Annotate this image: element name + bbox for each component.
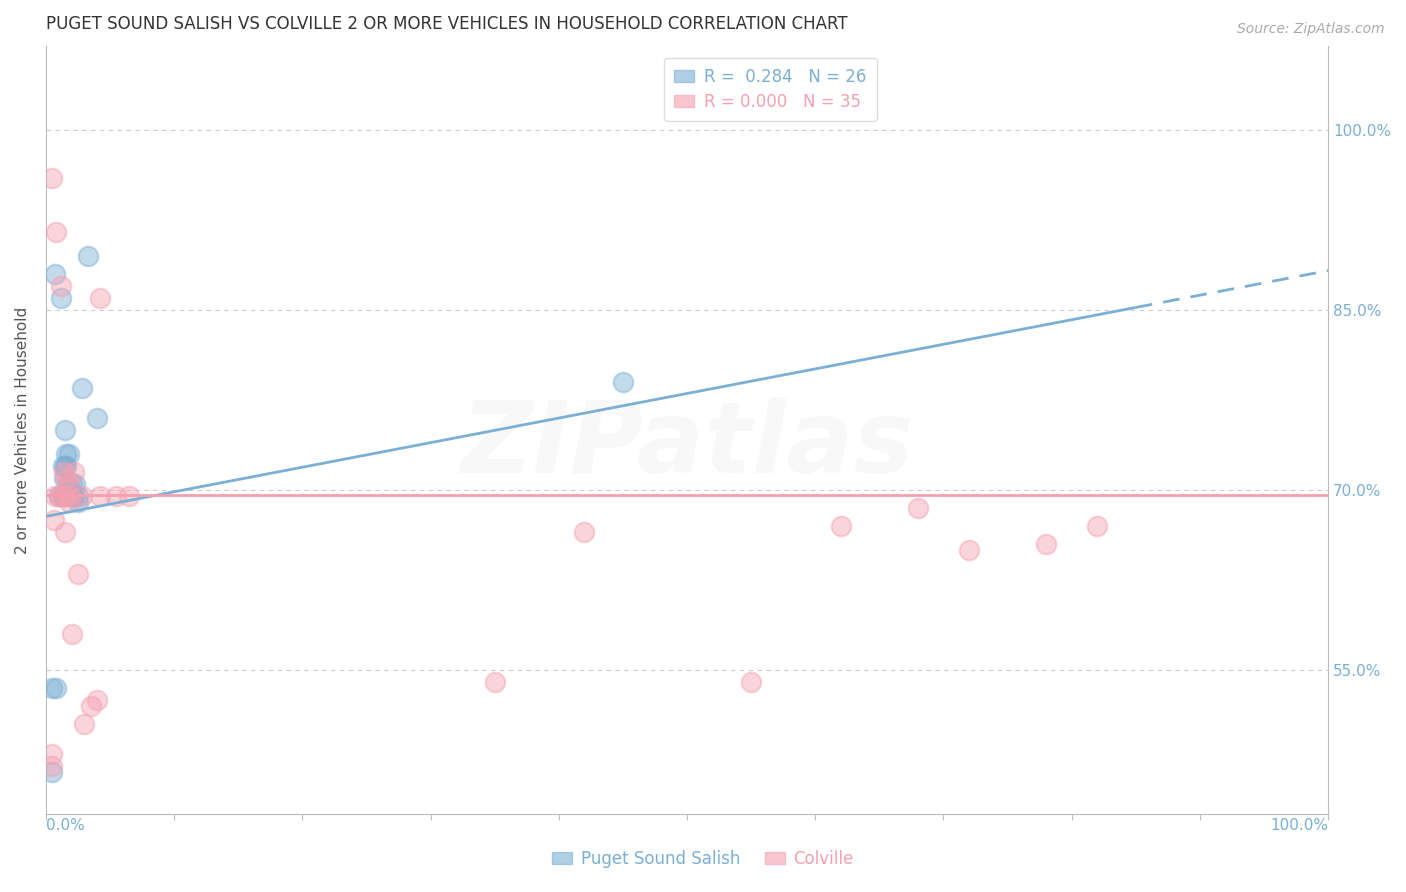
Point	[52, 465, 75, 479]
Point	[56, 477, 79, 491]
Point	[41, 681, 63, 695]
Point	[53, 423, 76, 437]
Point	[66, 489, 89, 503]
Point	[41, 759, 63, 773]
Y-axis label: 2 or more Vehicles in Household: 2 or more Vehicles in Household	[15, 306, 30, 554]
Point	[60, 477, 83, 491]
Point	[830, 519, 852, 533]
Point	[86, 411, 108, 425]
Point	[41, 747, 63, 761]
Text: 0.0%: 0.0%	[46, 818, 84, 833]
Point	[574, 524, 596, 539]
Point	[56, 477, 79, 491]
Point	[70, 381, 93, 395]
Point	[66, 495, 89, 509]
Point	[41, 170, 63, 185]
Point	[105, 489, 128, 503]
Text: Source: ZipAtlas.com: Source: ZipAtlas.com	[1237, 22, 1385, 37]
Point	[59, 489, 82, 503]
Point	[52, 489, 75, 503]
Point	[66, 567, 89, 582]
Point	[65, 477, 87, 491]
Point	[63, 465, 86, 479]
Point	[77, 249, 100, 263]
Point	[73, 717, 96, 731]
Point	[1085, 519, 1108, 533]
Point	[89, 291, 111, 305]
Point	[80, 699, 103, 714]
Point	[484, 675, 506, 690]
Point	[44, 489, 66, 503]
Point	[53, 458, 76, 473]
Point	[60, 489, 83, 503]
Legend: R =  0.284   N = 26, R = 0.000   N = 35: R = 0.284 N = 26, R = 0.000 N = 35	[664, 58, 876, 120]
Point	[86, 693, 108, 707]
Point	[70, 489, 93, 503]
Point	[60, 627, 83, 641]
Point	[48, 489, 70, 503]
Point	[52, 471, 75, 485]
Text: PUGET SOUND SALISH VS COLVILLE 2 OR MORE VEHICLES IN HOUSEHOLD CORRELATION CHART: PUGET SOUND SALISH VS COLVILLE 2 OR MORE…	[46, 15, 848, 33]
Point	[740, 675, 762, 690]
Legend: Puget Sound Salish, Colville: Puget Sound Salish, Colville	[546, 844, 860, 875]
Point	[55, 471, 77, 485]
Point	[52, 489, 75, 503]
Point	[48, 489, 70, 503]
Text: ZIPatlas: ZIPatlas	[461, 397, 914, 494]
Point	[63, 489, 86, 503]
Point	[51, 278, 73, 293]
Point	[45, 681, 67, 695]
Point	[53, 489, 76, 503]
Point	[957, 543, 980, 558]
Point	[44, 267, 66, 281]
Text: 100.0%: 100.0%	[1270, 818, 1329, 833]
Point	[52, 458, 75, 473]
Point	[52, 489, 75, 503]
Point	[612, 375, 634, 389]
Point	[58, 447, 80, 461]
Point	[1035, 537, 1057, 551]
Point	[45, 225, 67, 239]
Point	[907, 500, 929, 515]
Point	[89, 489, 111, 503]
Point	[55, 458, 77, 473]
Point	[118, 489, 141, 503]
Point	[58, 495, 80, 509]
Point	[55, 447, 77, 461]
Point	[42, 513, 65, 527]
Point	[53, 524, 76, 539]
Point	[51, 291, 73, 305]
Point	[41, 765, 63, 780]
